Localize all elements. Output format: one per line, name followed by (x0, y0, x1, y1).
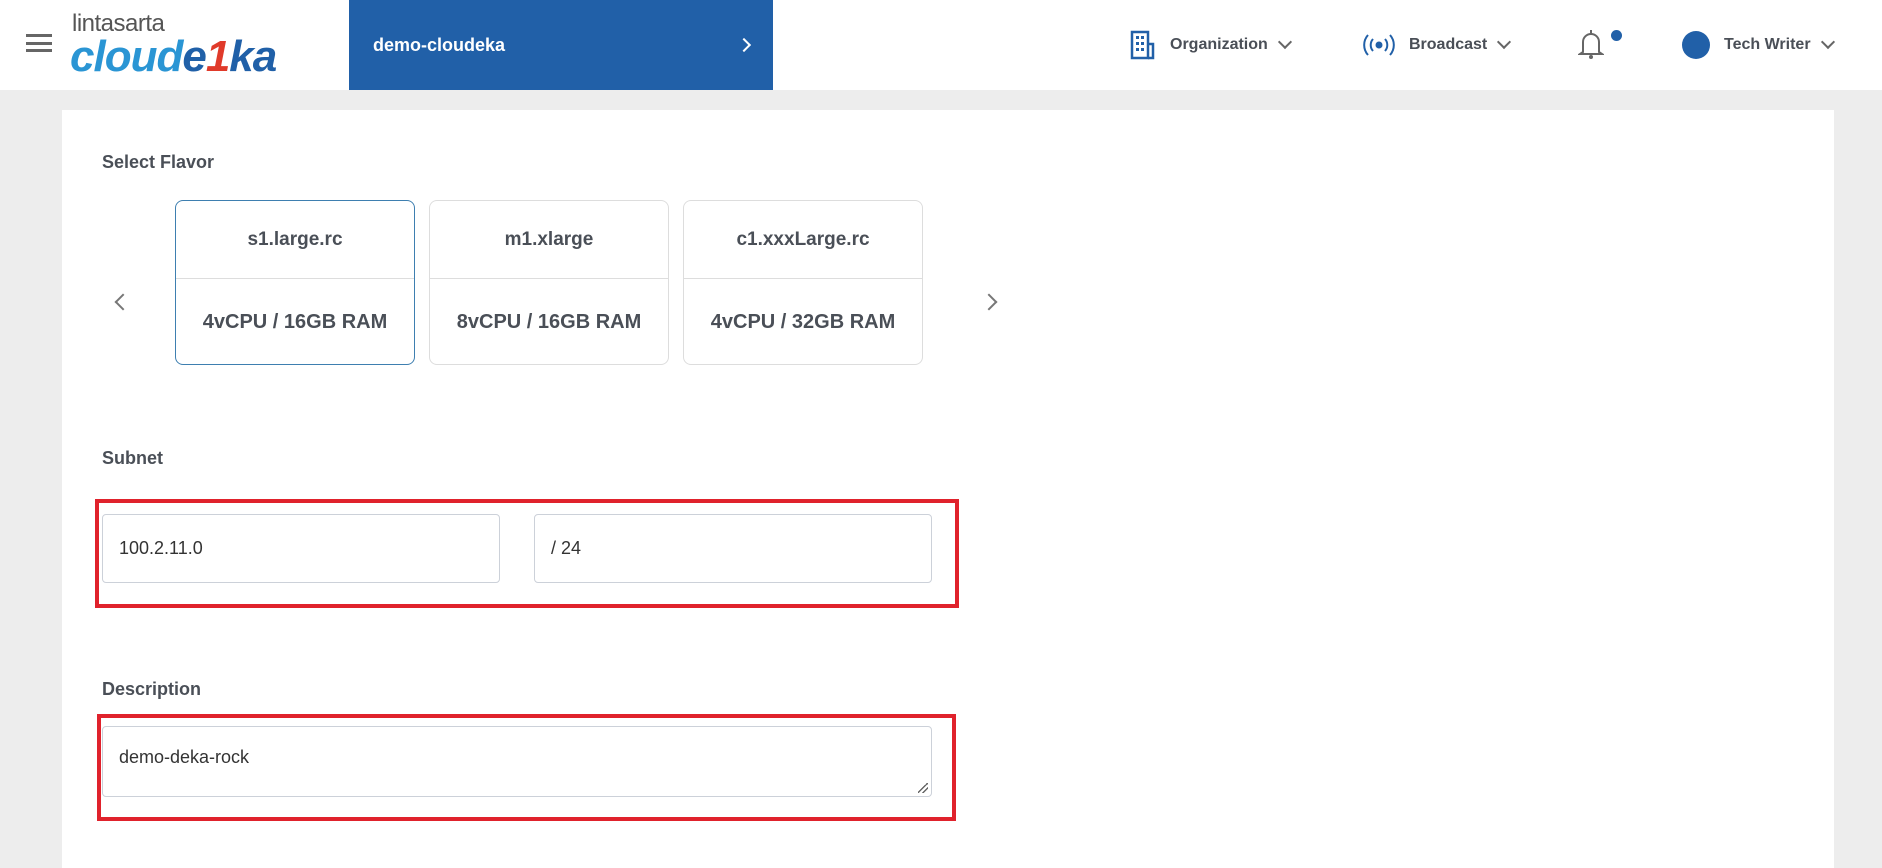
chevron-down-icon (1820, 34, 1835, 50)
broadcast-label: Broadcast (1409, 36, 1488, 53)
flavor-spec: 8vCPU / 16GB RAM (456, 310, 642, 333)
user-menu[interactable]: Tech Writer (1682, 30, 1835, 60)
flavor-name: c1.xxxLarge.rc (684, 201, 922, 279)
flavor-card[interactable]: s1.large.rc 4vCPU / 16GB RAM (175, 200, 415, 365)
notification-dot (1611, 30, 1622, 41)
building-icon (1130, 30, 1155, 60)
flavor-spec: 4vCPU / 16GB RAM (202, 310, 388, 333)
select-flavor-label: Select Flavor (102, 152, 215, 172)
hamburger-menu-icon[interactable] (26, 34, 52, 52)
resize-handle-icon[interactable] (918, 783, 928, 793)
chevron-down-icon (1497, 34, 1512, 50)
flavor-name: s1.large.rc (176, 201, 414, 279)
user-name: Tech Writer (1724, 36, 1811, 53)
chevron-right-icon (736, 37, 752, 53)
notification-button[interactable] (1576, 28, 1622, 65)
organization-menu[interactable]: Organization (1130, 30, 1292, 60)
subnet-label: Subnet (102, 448, 163, 468)
subnet-ip-input[interactable]: 100.2.11.0 (102, 514, 500, 583)
organization-label: Organization (1170, 36, 1268, 53)
broadcast-icon (1363, 34, 1395, 56)
project-selector[interactable]: demo-cloudeka (349, 0, 773, 90)
logo-lintasarta: lintasarta (72, 10, 165, 37)
flavor-card[interactable]: c1.xxxLarge.rc 4vCPU / 32GB RAM (683, 200, 923, 365)
flavor-card[interactable]: m1.xlarge 8vCPU / 16GB RAM (429, 200, 669, 365)
avatar (1682, 31, 1710, 59)
highlight-box (97, 714, 956, 821)
description-label: Description (102, 679, 202, 699)
project-name: demo-cloudeka (373, 34, 506, 55)
subnet-mask-input[interactable]: / 24 (534, 514, 932, 583)
bell-icon (1576, 30, 1606, 59)
flavor-name: m1.xlarge (430, 201, 668, 279)
chevron-down-icon (1277, 34, 1292, 50)
broadcast-menu[interactable]: Broadcast (1363, 30, 1512, 60)
highlight-box (95, 499, 959, 608)
flavor-spec: 4vCPU / 32GB RAM (710, 310, 896, 333)
description-textarea[interactable]: demo-deka-rock (102, 726, 932, 797)
top-header: lintasarta cloude1ka demo-cloudeka Organ… (0, 0, 1882, 90)
logo-cloudeka[interactable]: cloude1ka (70, 32, 277, 81)
